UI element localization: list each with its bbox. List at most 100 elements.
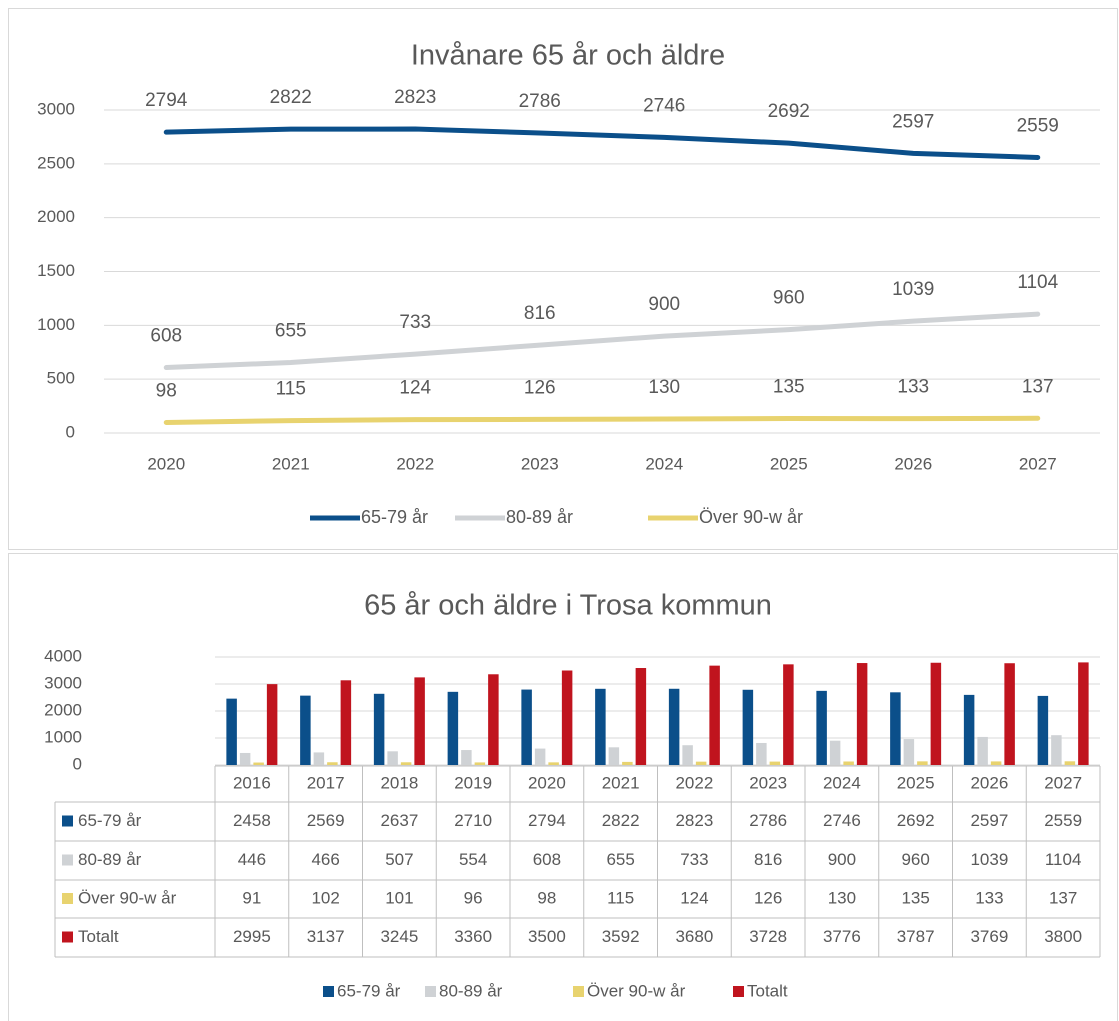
data-label: 2786 [519,91,561,112]
bar [226,698,237,765]
data-label: 130 [648,377,680,398]
bar [709,665,720,765]
table-cell: 2559 [1044,811,1082,830]
data-label: 2822 [270,87,312,108]
chart-frame [8,8,1118,550]
table-cell: 102 [311,888,339,907]
table-cell: 733 [680,850,708,869]
table-row-label: Över 90-w år [78,888,177,907]
table-cell: 98 [537,888,556,907]
legend-swatch [62,893,73,904]
bar [595,688,606,765]
table-cell: 137 [1049,888,1077,907]
table-cell: 2823 [675,811,713,830]
table-cell: 3245 [380,927,418,946]
bar [783,664,794,765]
y-tick-label: 3000 [44,673,82,692]
legend-label: 65-79 år [337,981,401,1000]
table-cell: 2692 [897,811,935,830]
data-label: 98 [156,380,177,401]
table-cell: 91 [242,888,261,907]
data-label: 2559 [1017,115,1059,136]
table-cell: 554 [459,850,487,869]
table-cell: 2710 [454,811,492,830]
x-tick-label: 2024 [645,454,683,473]
table-cell: 3787 [897,927,935,946]
bar [447,691,459,765]
data-label: 2746 [643,95,685,116]
y-tick-label: 1000 [44,727,82,746]
bar [373,693,385,765]
line [163,126,1041,160]
table-cell: 133 [975,888,1003,907]
y-tick-label: 1000 [37,315,75,334]
bar [561,670,573,765]
data-label: 2692 [768,101,810,122]
x-tick-label: 2021 [602,773,640,792]
bar [1064,761,1076,765]
legend-swatch [62,815,73,827]
x-tick-label: 2016 [233,773,271,792]
bar [816,690,827,765]
y-tick-label: 4000 [44,646,82,665]
table-cell: 135 [901,888,929,907]
bar [253,762,264,765]
x-tick-label: 2025 [897,773,935,792]
x-tick-label: 2026 [970,773,1008,792]
x-tick-label: 2022 [675,773,713,792]
data-label: 135 [773,376,805,397]
x-tick-label: 2027 [1044,773,1082,792]
bar [695,761,707,765]
bar [414,677,425,765]
table-row-label: Totalt [78,927,119,946]
x-tick-label: 2023 [521,454,559,473]
table-cell: 608 [533,850,561,869]
table-cell: 115 [607,888,634,907]
legend-label: Över 90-w år [587,981,686,1000]
table-cell: 126 [754,888,782,907]
table-cell: 655 [606,850,634,869]
line [163,311,1041,371]
table-cell: 466 [311,850,339,869]
bar [327,762,338,765]
y-tick-label: 2000 [44,700,82,719]
bar [977,736,988,765]
data-label: 2794 [145,90,188,111]
table-cell: 3360 [454,927,492,946]
table-cell: 3769 [970,927,1008,946]
data-label: 137 [1022,376,1054,397]
bar [917,761,928,765]
bar [300,695,311,765]
table-row-label: 65-79 år [78,811,142,830]
legend-swatch [733,986,744,997]
legend-label: Totalt [747,981,788,1000]
legend-label: 80-89 år [506,507,573,527]
table-cell: 900 [828,850,856,869]
bar [990,761,1002,765]
bar [1004,663,1015,765]
x-tick-label: 2023 [749,773,787,792]
legend-swatch [323,986,334,997]
bar [521,689,532,765]
x-tick-label: 2020 [147,454,185,473]
table-cell: 816 [754,850,782,869]
y-tick-label: 2500 [37,153,75,172]
legend-label: 80-89 år [439,981,503,1000]
bar [756,742,767,765]
x-tick-label: 2024 [823,773,861,792]
bar [400,762,412,765]
y-tick-label: 2000 [37,207,75,226]
table-cell: 3800 [1044,927,1082,946]
bar [843,761,854,765]
table-cell: 446 [238,850,266,869]
bar [829,740,841,765]
table-cell: 3728 [749,927,787,946]
data-label: 2823 [394,87,436,108]
table-cell: 2786 [749,811,787,830]
bar [1037,695,1049,765]
table-cell: 2597 [970,811,1008,830]
legend-swatch [62,854,73,866]
table-cell: 2995 [233,927,271,946]
y-tick-label: 0 [73,754,82,773]
table-cell: 1039 [970,850,1008,869]
